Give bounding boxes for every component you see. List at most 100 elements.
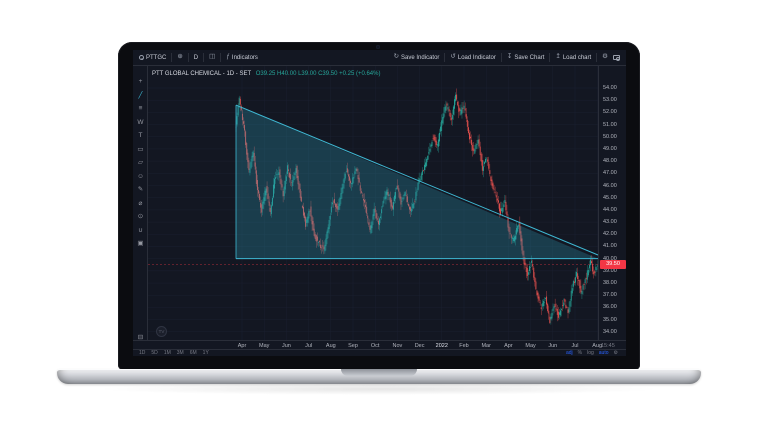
range-button-3m[interactable]: 3M xyxy=(176,350,184,356)
scale-settings: adj% log auto ⚙ xyxy=(566,350,620,356)
remove-drawings-button[interactable]: ⊟ xyxy=(137,334,144,341)
interval-button[interactable]: D xyxy=(194,55,198,61)
price-tick-label: 46.00 xyxy=(603,182,617,189)
time-axis[interactable]: 15:45 Apr May Jun Jul Aug Sep Oct Nov Dec 2022 Feb… xyxy=(133,340,626,349)
indicators-button[interactable]: ƒ Indicators xyxy=(226,54,258,61)
toolbar-separator xyxy=(187,53,189,62)
toolbar-separator xyxy=(549,53,551,62)
price-tick-label: 49.00 xyxy=(603,145,617,152)
brush-tool-icon[interactable]: ✎ xyxy=(137,186,144,193)
measure-tool-icon[interactable]: ⌀ xyxy=(138,199,143,207)
cursor-crosshair-tool-icon[interactable]: + xyxy=(138,78,143,85)
icons-tool-icon[interactable]: ☺ xyxy=(137,172,144,180)
time-tick-label: Feb xyxy=(459,342,469,349)
price-tick-label: 51.00 xyxy=(603,121,617,128)
toolbar-separator xyxy=(444,53,446,62)
price-axis[interactable]: 54.00 53.00 52.00 51.00 50.00 49.00 48.00 47.00… xyxy=(598,66,626,340)
price-tick-label: 50.00 xyxy=(603,133,617,140)
price-tick-label: 34.00 xyxy=(603,328,617,335)
range-button-1y[interactable]: 1Y xyxy=(202,350,209,356)
lock-all-tool-icon[interactable]: ▣ xyxy=(137,240,144,247)
xabcd-pattern-tool-icon[interactable]: W xyxy=(137,118,144,126)
magnet-tool-icon[interactable]: ∪ xyxy=(138,226,143,234)
chart-legend[interactable]: PTT GLOBAL CHEMICAL - 1D - SET O39.25 H4… xyxy=(152,71,380,77)
price-tick-label: 43.00 xyxy=(603,219,617,226)
webcam-icon xyxy=(376,45,380,49)
scale-button-percent[interactable]: % xyxy=(577,350,583,356)
tradingview-logo-button[interactable]: TV xyxy=(156,326,167,337)
price-tick-label: 38.00 xyxy=(603,280,617,287)
scale-button-adj[interactable]: adj xyxy=(565,350,573,356)
top-toolbar: PTTGC ⊕ D ◫ ƒ Indicators xyxy=(133,50,626,66)
text-tool-icon[interactable]: T xyxy=(138,132,143,139)
range-button-1d[interactable]: 1D xyxy=(139,350,146,356)
time-tick-label: Aug xyxy=(592,342,603,349)
screenshot-button[interactable] xyxy=(613,55,621,62)
search-icon xyxy=(139,55,145,61)
load-indicator-button[interactable]: ↺ Load Indicator xyxy=(450,54,495,61)
toolbar-separator xyxy=(220,53,222,62)
time-tick-label: Dec xyxy=(414,342,425,349)
camera-icon xyxy=(613,55,621,62)
drawing-toolbar: + ╱ ≡ W T ▭ ▱ ☺ ✎ ⌀ ⊙ ∪ ▣ ⊟ xyxy=(133,66,148,341)
scale-button-log[interactable]: log xyxy=(587,350,594,356)
indicators-label: Indicators xyxy=(231,54,258,61)
time-tick-label: Mar xyxy=(481,342,491,349)
toolbar-separator xyxy=(500,53,502,62)
price-tick-label: 53.00 xyxy=(603,97,617,104)
candlestick-style-icon: ◫ xyxy=(209,53,216,61)
price-tick-label: 47.00 xyxy=(603,170,617,177)
save-chart-icon: ↧ xyxy=(506,53,513,61)
price-tick-label: 39.00 xyxy=(603,267,617,274)
axis-clock-label: 15:45 xyxy=(601,342,615,349)
legend-ohlc-values: O39.25 H40.00 L39.00 C39.50 +0.25 (+0.64… xyxy=(255,71,381,77)
load-indicator-icon: ↺ xyxy=(450,53,456,61)
save-indicator-icon: ↻ xyxy=(393,53,400,61)
range-button-1m[interactable]: 1M xyxy=(163,350,171,356)
time-tick-label: Jul xyxy=(305,342,313,349)
toolbar-separator xyxy=(596,53,598,62)
chart-type-button[interactable]: ◫ xyxy=(209,54,215,61)
time-tick-label: Apr xyxy=(237,342,247,349)
rectangle-tool-icon[interactable]: ▭ xyxy=(137,145,144,153)
time-tick-label: Apr xyxy=(504,342,513,349)
time-tick-label: Aug xyxy=(325,342,336,349)
trend-line-tool-icon[interactable]: ╱ xyxy=(138,91,143,99)
last-price-tag: 39.50 xyxy=(600,260,626,270)
chart-settings-button[interactable]: ⚙ xyxy=(602,54,608,61)
load-chart-label: Load chart xyxy=(562,54,592,61)
scale-gear-icon[interactable]: ⚙ xyxy=(613,350,618,356)
symbol-label: PTTGC xyxy=(146,54,167,61)
trading-app-window: PTTGC ⊕ D ◫ ƒ Indicators xyxy=(133,50,626,356)
fib-retracement-tool-icon[interactable]: ≡ xyxy=(138,105,143,112)
compare-icon: ⊕ xyxy=(177,53,183,61)
toolbar-separator xyxy=(203,53,205,62)
laptop-notch xyxy=(341,369,417,376)
toolbar-separator xyxy=(171,53,173,62)
time-tick-label: Nov xyxy=(392,342,403,349)
price-tick-label: 36.00 xyxy=(603,304,617,311)
save-indicator-button[interactable]: ↻ Save Indicator xyxy=(394,54,440,61)
zoom-in-tool-icon[interactable]: ⊙ xyxy=(137,213,144,220)
chart-plot-area[interactable] xyxy=(148,66,598,340)
load-indicator-label: Load Indicator xyxy=(457,54,496,61)
laptop-shadow xyxy=(95,383,663,395)
time-tick-label: May xyxy=(525,342,536,349)
time-tick-label: Oct xyxy=(370,342,380,349)
load-chart-button[interactable]: ↥ Load chart xyxy=(555,54,591,61)
price-tick-label: 35.00 xyxy=(603,316,617,323)
scale-button-auto[interactable]: auto xyxy=(598,350,609,356)
time-tick-label: Jul xyxy=(571,342,579,349)
save-indicator-label: Save Indicator xyxy=(401,54,440,61)
save-chart-button[interactable]: ↧ Save Chart xyxy=(507,54,544,61)
interval-label: D xyxy=(193,54,199,61)
time-tick-label: May xyxy=(258,342,270,349)
price-tick-label: 40.00 xyxy=(603,255,617,262)
range-button-6m[interactable]: 6M xyxy=(189,350,197,356)
callout-tool-icon[interactable]: ▱ xyxy=(138,159,143,166)
save-chart-label: Save Chart xyxy=(514,54,545,61)
symbol-search-button[interactable]: PTTGC xyxy=(139,55,166,61)
time-tick-label: Sep xyxy=(348,342,358,349)
compare-button[interactable]: ⊕ xyxy=(177,54,182,61)
range-button-5d[interactable]: 5D xyxy=(151,350,158,356)
